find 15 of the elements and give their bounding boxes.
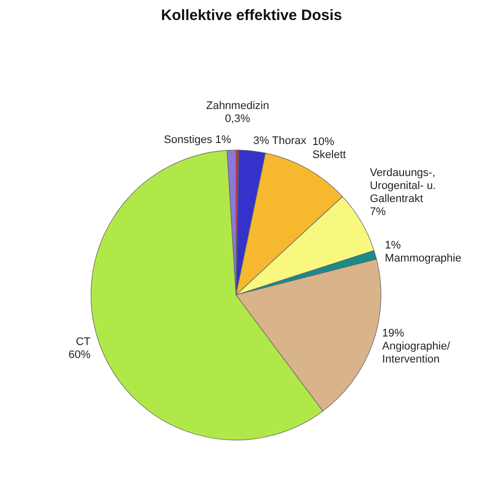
slice-label: Zahnmedizin — [206, 100, 270, 112]
data-label: 19% — [382, 328, 404, 340]
data-label: 1% — [384, 240, 402, 252]
chart-title: Kollektive effektive Dosis — [161, 7, 342, 24]
slice-label: Angiographie/Intervention — [382, 340, 451, 366]
slice-label: 3% Thorax — [253, 134, 307, 147]
slice-label: CT — [76, 336, 91, 348]
data-label: 7% — [370, 206, 386, 218]
slice-label: Mammographie — [384, 252, 462, 265]
slice-label: Skelett — [312, 149, 346, 162]
data-label: 10% — [312, 136, 335, 148]
slice-label: Verdauungs-, Urogenital- u. Gallentrakt — [370, 166, 436, 205]
data-label: 60% — [68, 348, 91, 361]
slice-label: Sonstiges 1% — [164, 134, 232, 146]
data-label: 0,3% — [225, 113, 250, 126]
